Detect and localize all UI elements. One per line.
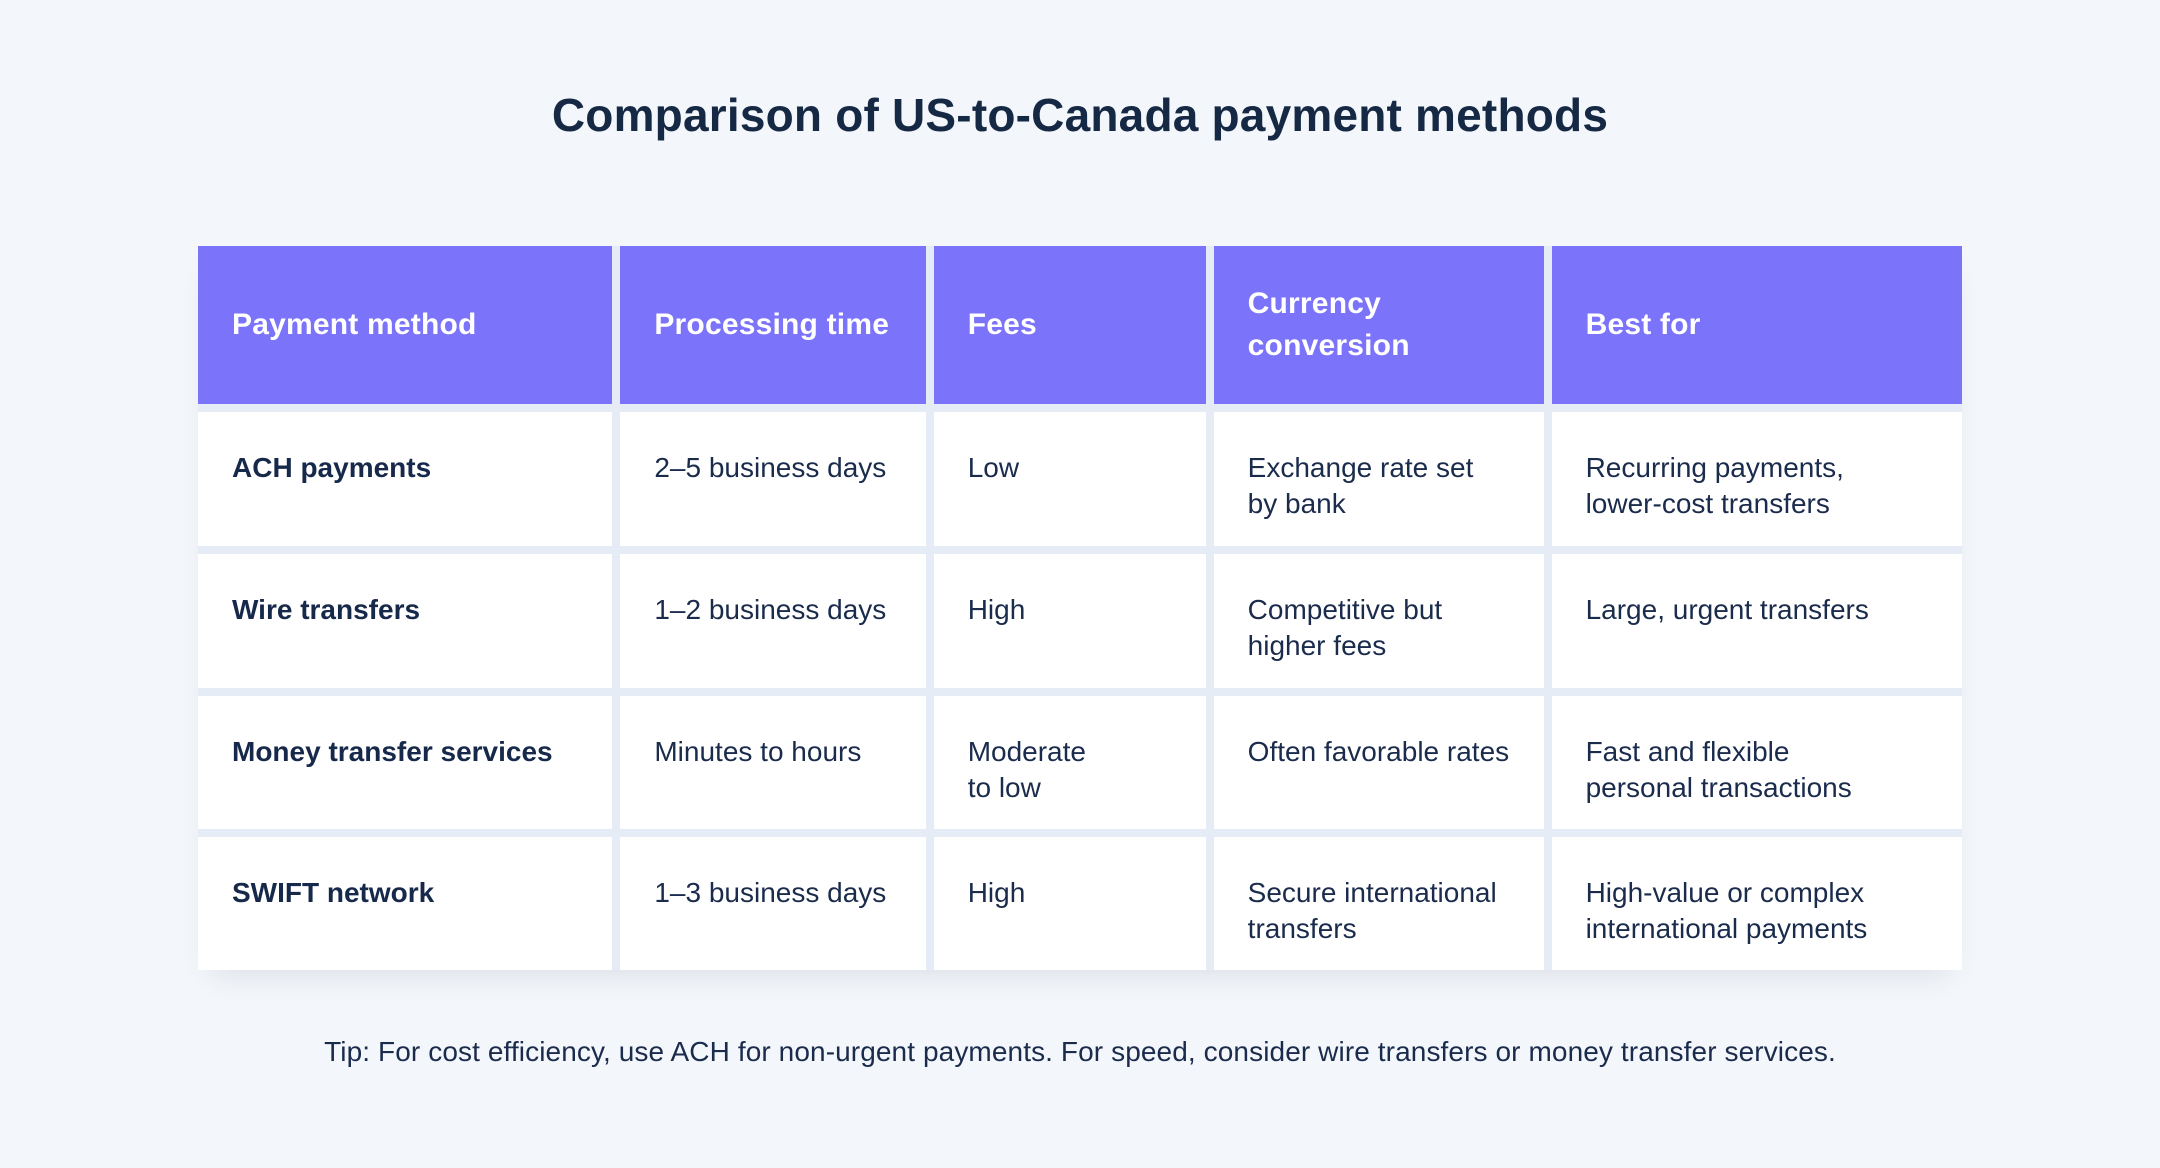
table-row-2-method: Wire transfers: [198, 554, 613, 688]
column-header-payment-method: Payment method: [198, 246, 613, 404]
table-row-1-fees: Low: [933, 412, 1206, 546]
column-header-currency-conversion: Currency conversion: [1213, 246, 1544, 404]
table-row-1-processing-time: 2–5 business days: [620, 412, 926, 546]
table-row-1-currency-conversion: Exchange rate set by bank: [1213, 412, 1544, 546]
table-row-3-fees: Moderate to low: [933, 696, 1206, 829]
column-header-processing-time: Processing time: [620, 246, 926, 404]
table-row-2-processing-time: 1–2 business days: [620, 554, 926, 688]
table-row-4-best-for: High-value or complex international paym…: [1551, 837, 1962, 970]
table-row-2-best-for: Large, urgent transfers: [1551, 554, 1962, 688]
table-row-4-method: SWIFT network: [198, 837, 613, 970]
tip-note: Tip: For cost efficiency, use ACH for no…: [324, 1036, 1836, 1067]
table-row-4-currency-conversion: Secure international transfers: [1213, 837, 1544, 970]
payment-methods-table: Payment method Processing time Fees Curr…: [198, 246, 1962, 970]
column-header-fees: Fees: [933, 246, 1206, 404]
table-row-2-currency-conversion: Competitive but higher fees: [1213, 554, 1544, 688]
table-row-3-currency-conversion: Often favorable rates: [1213, 696, 1544, 829]
table-row-1-method: ACH payments: [198, 412, 613, 546]
table-row-3-processing-time: Minutes to hours: [620, 696, 926, 829]
table-row-1-best-for: Recurring payments, lower-cost transfers: [1551, 412, 1962, 546]
table-row-3-method: Money transfer services: [198, 696, 613, 829]
table-row-2-fees: High: [933, 554, 1206, 688]
table-row-3-best-for: Fast and flexible personal transactions: [1551, 696, 1962, 829]
column-header-best-for: Best for: [1551, 246, 1962, 404]
page-title: Comparison of US-to-Canada payment metho…: [551, 89, 1609, 141]
table-row-4-processing-time: 1–3 business days: [620, 837, 926, 970]
table-row-4-fees: High: [933, 837, 1206, 970]
